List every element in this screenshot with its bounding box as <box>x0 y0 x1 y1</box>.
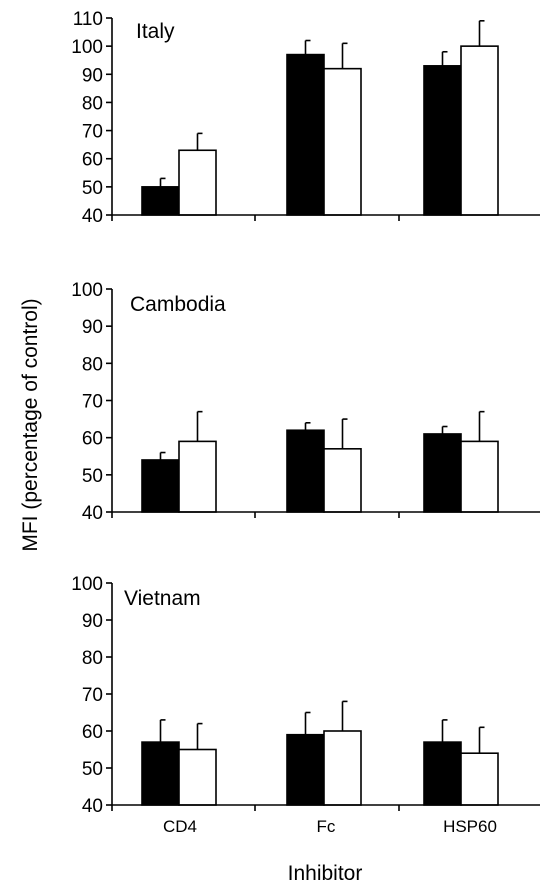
bar-vietnam-cd4-white <box>178 748 217 806</box>
y-tick-label-vietnam-70: 70 <box>82 685 103 706</box>
x-tick-label-hsp60: HSP60 <box>443 817 497 836</box>
y-tick-label-vietnam-40: 40 <box>82 796 103 817</box>
y-tick-label-cambodia-70: 70 <box>82 392 103 413</box>
bar-italy-cd4-black <box>141 186 180 216</box>
y-tick-label-italy-40: 40 <box>82 206 103 227</box>
bar-cambodia-fc-black <box>286 429 325 513</box>
x-tick-label-fc: Fc <box>317 817 336 836</box>
y-tick-label-cambodia-60: 60 <box>82 429 103 450</box>
x-axis-title: Inhibitor <box>288 862 363 885</box>
y-tick-label-vietnam-100: 100 <box>71 574 103 595</box>
bar-cambodia-fc-white <box>323 448 362 513</box>
y-tick-label-italy-100: 100 <box>71 37 103 58</box>
y-tick-label-italy-70: 70 <box>82 122 103 143</box>
bar-italy-fc-black <box>286 53 325 216</box>
panel-vietnam: Vietnam 40 50 60 70 80 90 100 <box>71 574 540 817</box>
bar-italy-cd4-white <box>178 149 217 216</box>
bar-vietnam-fc-white <box>323 730 362 806</box>
y-tick-label-cambodia-100: 100 <box>71 280 103 301</box>
y-tick-label-cambodia-80: 80 <box>82 354 103 375</box>
x-tick-label-cd4: CD4 <box>163 817 197 836</box>
panel-title-vietnam: Vietnam <box>124 587 201 610</box>
y-tick-label-italy-50: 50 <box>82 178 103 199</box>
bar-cambodia-hsp60-black <box>423 433 462 513</box>
y-tick-label-vietnam-80: 80 <box>82 648 103 669</box>
panel-cambodia: Cambodia 40 50 60 70 80 90 100 <box>71 280 540 524</box>
y-tick-label-vietnam-60: 60 <box>82 722 103 743</box>
bar-italy-hsp60-white <box>460 45 499 216</box>
panel-title-cambodia: Cambodia <box>130 293 226 316</box>
bar-cambodia-cd4-black <box>141 459 180 513</box>
y-tick-label-cambodia-50: 50 <box>82 466 103 487</box>
y-tick-label-italy-60: 60 <box>82 150 103 171</box>
bar-cambodia-cd4-white <box>178 440 217 513</box>
y-tick-label-cambodia-90: 90 <box>82 317 103 338</box>
bar-vietnam-hsp60-black <box>423 741 462 806</box>
y-tick-label-cambodia-40: 40 <box>82 503 103 524</box>
panel-italy: Italy 40 50 60 70 80 90 100 110 <box>71 9 540 227</box>
bar-cambodia-hsp60-white <box>460 440 499 513</box>
y-tick-label-vietnam-90: 90 <box>82 611 103 632</box>
y-tick-label-italy-80: 80 <box>82 93 103 114</box>
bar-italy-hsp60-black <box>423 65 462 216</box>
panel-title-italy: Italy <box>136 20 175 43</box>
bar-vietnam-fc-black <box>286 733 325 806</box>
y-axis-title: MFI (percentage of control) <box>19 298 42 551</box>
bar-italy-fc-white <box>323 67 362 216</box>
y-tick-label-italy-90: 90 <box>82 65 103 86</box>
bar-vietnam-cd4-black <box>141 741 180 806</box>
y-tick-label-italy-110: 110 <box>73 9 103 30</box>
bar-vietnam-hsp60-white <box>460 752 499 806</box>
y-tick-label-vietnam-50: 50 <box>82 759 103 780</box>
